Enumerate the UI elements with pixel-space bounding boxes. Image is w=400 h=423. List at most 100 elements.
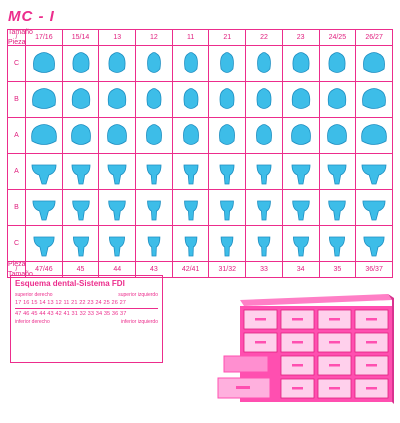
- tooth-crown-image: [183, 164, 198, 184]
- drawer-handle: [366, 387, 377, 390]
- tooth-row: C: [7, 45, 393, 82]
- tooth-cell: [25, 225, 63, 262]
- column-header: 31/32: [208, 261, 247, 278]
- tooth-crown-image: [31, 87, 56, 109]
- tooth-crown-image: [109, 236, 126, 256]
- legend-lower-left: inferior izquierdo: [121, 319, 158, 325]
- tooth-crown-image: [221, 236, 234, 256]
- tooth-crown-image: [219, 164, 235, 184]
- tooth-cell: [171, 45, 210, 82]
- tooth-crown-image: [328, 51, 346, 73]
- legend-lower-quadrants: inferior derecho inferior izquierdo: [15, 319, 158, 325]
- tooth-cell: [355, 153, 393, 190]
- tooth-crown-image: [292, 51, 310, 73]
- tooth-cell: [281, 81, 320, 118]
- column-header: 15/14: [61, 29, 100, 46]
- tooth-crown-image: [291, 87, 310, 109]
- tooth-row: A: [7, 117, 393, 154]
- tooth-crown-image: [183, 200, 198, 220]
- tooth-cell: [318, 81, 357, 118]
- tooth-cell: [61, 189, 100, 226]
- tooth-cell: [245, 117, 283, 154]
- tooth-cell: [355, 45, 393, 82]
- tooth-crown-image: [71, 200, 90, 220]
- column-header: 22: [245, 29, 283, 46]
- tooth-cell: [355, 117, 393, 154]
- legend-upper-right: superior derecho: [15, 292, 53, 298]
- tooth-row: B: [7, 81, 393, 118]
- tooth-cell: [245, 189, 283, 226]
- tooth-cell: [98, 45, 137, 82]
- tooth-crown-image: [107, 164, 127, 184]
- tooth-crown-image: [72, 51, 90, 73]
- tooth-cell: [355, 81, 393, 118]
- column-header: 47/46: [25, 261, 63, 278]
- column-header: 13: [98, 29, 137, 46]
- tooth-cell: [171, 81, 210, 118]
- tooth-crown-image: [362, 87, 386, 109]
- column-header: 21: [208, 29, 247, 46]
- tooth-crown-image: [256, 164, 272, 184]
- tooth-cell: [245, 225, 283, 262]
- column-header: 33: [245, 261, 283, 278]
- tooth-crown-image: [147, 200, 161, 220]
- row-size-label: C: [7, 225, 26, 262]
- legend-lower-numbers: 47 46 45 44 43 42 41 31 32 33 34 35 36 3…: [15, 311, 127, 317]
- tooth-cell: [281, 117, 320, 154]
- tooth-cell: [135, 45, 173, 82]
- legend-upper-left: superior izquierdo: [118, 292, 158, 298]
- tooth-crown-image: [327, 164, 347, 184]
- column-header: 23: [281, 29, 320, 46]
- legend-title: Esquema dental-Sistema FDI: [15, 279, 125, 288]
- tooth-cell: [98, 225, 137, 262]
- tooth-cell: [208, 81, 247, 118]
- tooth-cell: [318, 117, 357, 154]
- tooth-cell: [171, 153, 210, 190]
- tooth-crown-image: [31, 164, 57, 184]
- legend-lower-right: inferior derecho: [15, 319, 50, 325]
- tooth-cell: [61, 153, 100, 190]
- tooth-cell: [25, 117, 63, 154]
- tooth-cell: [135, 117, 173, 154]
- tooth-crown-image: [107, 123, 128, 145]
- tooth-crown-image: [70, 123, 91, 145]
- tooth-cell: [208, 189, 247, 226]
- column-header: 35: [318, 261, 357, 278]
- cabinet-top: [240, 294, 392, 306]
- tooth-cell: [25, 81, 63, 118]
- row-size-label: A: [7, 153, 26, 190]
- tooth-cell: [355, 225, 393, 262]
- drawer-handle: [329, 318, 340, 321]
- row-size-label: B: [7, 81, 26, 118]
- column-header: 11: [171, 29, 210, 46]
- tooth-crown-image: [220, 200, 235, 220]
- column-header: 36/37: [355, 261, 393, 278]
- tooth-crown-image: [219, 123, 236, 145]
- row-size-label: C: [7, 45, 26, 82]
- tooth-cell: [171, 117, 210, 154]
- tooth-crown-image: [31, 123, 57, 145]
- drawer-handle: [329, 387, 340, 390]
- corner-label: Pieza / Tamaño: [7, 261, 33, 278]
- tooth-crown-image: [257, 200, 271, 220]
- tooth-crown-image: [183, 87, 198, 109]
- tooth-crown-image: [292, 236, 309, 256]
- tooth-crown-image: [256, 87, 272, 109]
- tooth-cell: [25, 45, 63, 82]
- tooth-cell: [281, 153, 320, 190]
- legend-upper-numbers: 17 16 15 14 13 12 11 21 22 23 24 25 26 2…: [15, 300, 126, 306]
- tooth-cell: [61, 81, 100, 118]
- tooth-crown-image: [108, 87, 127, 109]
- tooth-row: C: [7, 225, 393, 262]
- open-drawer-upper: [223, 355, 269, 373]
- row-size-label: B: [7, 189, 26, 226]
- fdi-legend: Esquema dental-Sistema FDI superior dere…: [10, 275, 163, 363]
- tooth-crown-image: [256, 123, 272, 145]
- tooth-crown-image: [71, 164, 90, 184]
- tooth-cell: [61, 45, 100, 82]
- tooth-crown-image: [291, 200, 310, 220]
- tooth-crown-image: [220, 51, 235, 73]
- tooth-cell: [135, 81, 173, 118]
- tooth-cell: [245, 81, 283, 118]
- page-title: MC - I: [8, 8, 55, 25]
